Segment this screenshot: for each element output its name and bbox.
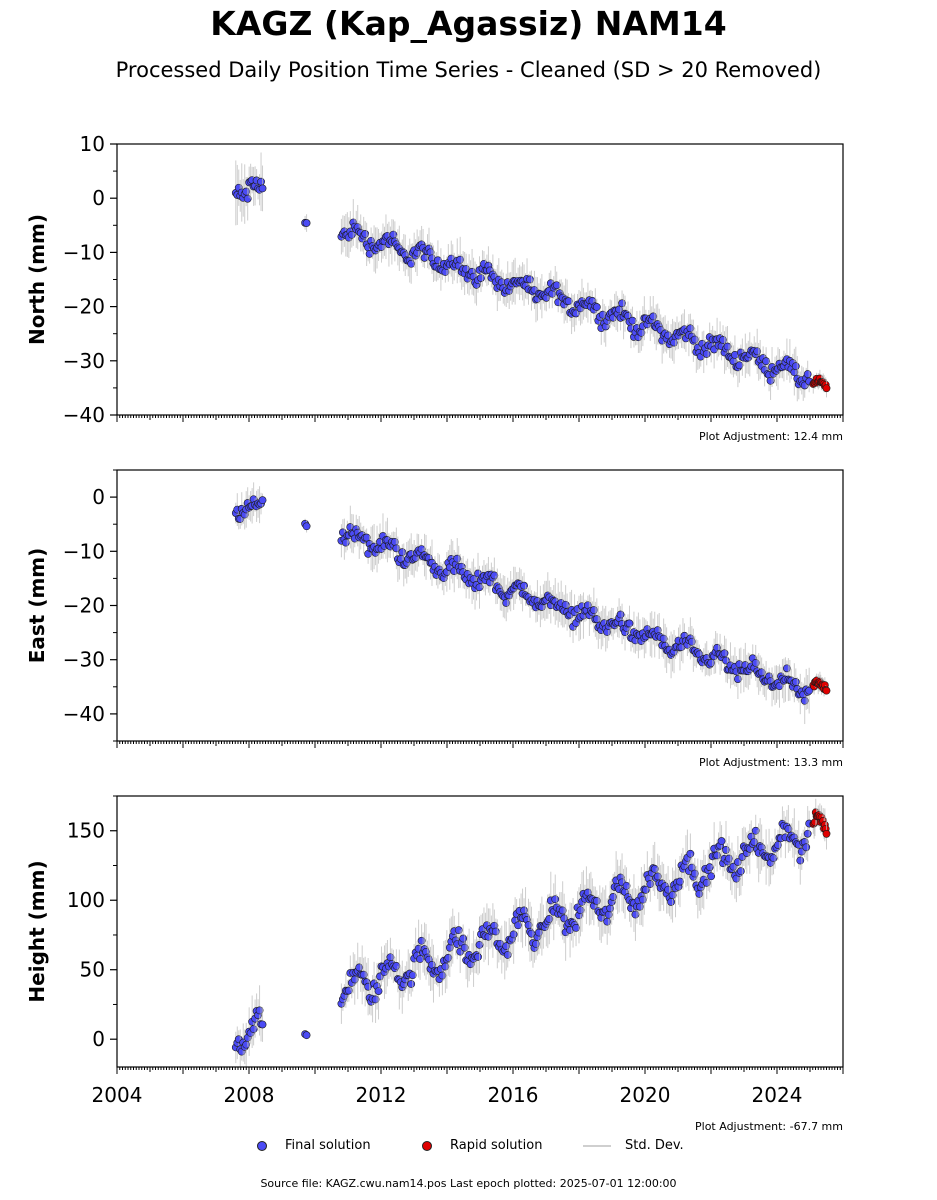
panel-2-final-point xyxy=(616,610,625,619)
panel-1-data xyxy=(231,152,831,402)
panel-3-data xyxy=(231,798,831,1067)
panel-1-ytick-label: 0 xyxy=(92,186,105,210)
panel-3-xtick-label: 2008 xyxy=(224,1083,275,1107)
chart-subtitle: Processed Daily Position Time Series - C… xyxy=(115,58,822,82)
panel-1-final-point xyxy=(791,362,800,371)
panel-2-final-point xyxy=(362,533,371,542)
legend-rapid-label: Rapid solution xyxy=(450,1138,543,1153)
panel-3-xtick-label: 2024 xyxy=(752,1083,803,1107)
panel-3-final-point xyxy=(686,849,695,858)
panel-3-final-point xyxy=(736,867,745,876)
chart-title: KAGZ (Kap_Agassiz) NAM14 xyxy=(210,4,727,43)
panel-2-adjustment: Plot Adjustment: 13.3 mm xyxy=(699,756,843,769)
panel-1-ytick-label: 10 xyxy=(80,132,105,156)
legend-stddev-marker xyxy=(583,1144,611,1147)
panel-3-final-point xyxy=(407,980,416,988)
panel-3-final-point xyxy=(408,971,417,980)
legend-final: Final solution xyxy=(257,1138,371,1153)
panel-1-ytick-label: −20 xyxy=(63,295,105,319)
panel-1-final-point xyxy=(803,370,812,378)
panel-3-xtick-label: 2004 xyxy=(92,1083,143,1107)
panel-1-final-point xyxy=(592,303,601,311)
panel-3-ylabel: Height (mm) xyxy=(25,860,49,1002)
panel-3-final-point xyxy=(509,930,518,939)
panel-1-ytick-label: −30 xyxy=(63,349,105,373)
legend: Final solution Rapid solution Std. Dev. xyxy=(0,1138,937,1158)
panel-1-final-point xyxy=(628,316,637,325)
panel-2-ytick-label: −20 xyxy=(63,594,105,618)
panel-1-final-point xyxy=(735,361,744,370)
panel-3-ytick-label: 0 xyxy=(92,1027,105,1051)
panel-3-xtick-label: 2016 xyxy=(488,1083,539,1107)
source-note: Source file: KAGZ.cwu.nam14.pos Last epo… xyxy=(260,1177,677,1190)
legend-rapid-marker xyxy=(422,1140,432,1151)
panel-3-xtick-label: 2020 xyxy=(620,1083,671,1107)
panel-2-final-point xyxy=(625,619,634,628)
panel-2-final-point xyxy=(791,678,800,686)
panel-3-xtick-label: 2012 xyxy=(356,1083,407,1107)
panel-3-rapid-point xyxy=(822,829,831,838)
panel-2-final-point xyxy=(258,496,267,505)
panel-3-final-point xyxy=(514,921,523,930)
panel-2-ytick-label: −30 xyxy=(63,648,105,672)
panel-3-ytick-label: 150 xyxy=(67,819,105,843)
panel-3-final-point xyxy=(803,829,812,838)
panel-2-rapid-point xyxy=(822,686,831,695)
panel-1-ytick-label: −10 xyxy=(63,240,105,264)
panel-1-ylabel: North (mm) xyxy=(25,214,49,345)
panel-1-final-point xyxy=(302,219,311,227)
panel-2-final-point xyxy=(720,649,729,658)
panel-3-adjustment: Plot Adjustment: -67.7 mm xyxy=(695,1120,843,1133)
panel-3-final-point xyxy=(717,837,726,845)
legend-stddev: Std. Dev. xyxy=(583,1138,684,1153)
panel-3-final-point xyxy=(302,1031,311,1040)
panel-3: 0 50 100 150 2004 2008 2012 2016 2020 2024 Height … xyxy=(25,795,844,1133)
panel-2-ytick-label: −10 xyxy=(63,539,105,563)
panel-1-final-point xyxy=(257,177,265,186)
panel-3-final-point xyxy=(374,987,383,996)
legend-stddev-label: Std. Dev. xyxy=(625,1138,684,1153)
panel-3-final-point xyxy=(802,843,811,852)
panel-2-final-point xyxy=(302,522,311,531)
panel-1-adjustment: Plot Adjustment: 12.4 mm xyxy=(699,430,843,443)
panel-1: −40 −30 −20 −10 0 10 North (mm) Plot Adjustment… xyxy=(25,132,844,443)
legend-final-marker xyxy=(257,1140,267,1151)
panel-3-final-point xyxy=(676,877,684,886)
panel-2-ytick-label: 0 xyxy=(92,485,105,509)
panel-2-ytick-label: −40 xyxy=(63,702,105,726)
panel-1-final-point xyxy=(564,297,573,306)
panel-1-final-point xyxy=(258,184,267,193)
panel-1-ytick-label: −40 xyxy=(63,403,105,427)
panel-2-final-point xyxy=(805,686,814,695)
panel-3-ytick-label: 50 xyxy=(80,958,105,982)
panel-3-final-point xyxy=(258,1020,267,1029)
panel-2-ylabel: East (mm) xyxy=(25,548,49,664)
panel-1-rapid-point xyxy=(822,384,831,393)
panel-2: −40 −30 −20 −10 0 East (mm) Plot Adjustment: 1… xyxy=(25,469,844,769)
panel-2-data xyxy=(231,482,831,725)
panel-3-ytick-label: 100 xyxy=(67,888,105,912)
panel-3-final-point xyxy=(572,923,580,932)
panel-3-final-point xyxy=(667,898,675,906)
panel-3-final-point xyxy=(459,934,468,943)
panel-3-final-point xyxy=(474,953,482,961)
panel-1-final-point xyxy=(762,357,771,366)
legend-final-label: Final solution xyxy=(285,1138,371,1153)
panel-3-final-point xyxy=(707,872,716,881)
panel-1-final-point xyxy=(552,281,561,290)
legend-rapid: Rapid solution xyxy=(422,1138,542,1153)
panel-3-final-point xyxy=(796,856,805,865)
panel-3-final-point xyxy=(551,895,560,904)
